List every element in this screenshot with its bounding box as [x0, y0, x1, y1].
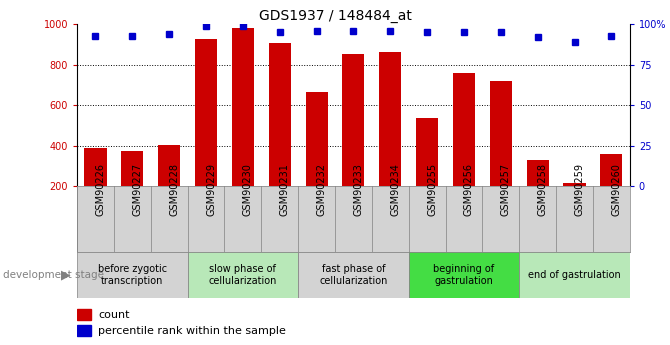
Text: GSM90259: GSM90259: [574, 163, 584, 216]
Bar: [416, 118, 438, 186]
Text: GSM90227: GSM90227: [132, 163, 142, 216]
Text: GSM90258: GSM90258: [538, 163, 547, 216]
Text: end of gastrulation: end of gastrulation: [528, 270, 621, 280]
Bar: [77, 308, 91, 320]
Text: GSM90228: GSM90228: [169, 163, 179, 216]
Text: development stage: development stage: [3, 270, 105, 280]
Bar: [298, 252, 409, 298]
Bar: [519, 252, 630, 298]
Text: GSM90230: GSM90230: [243, 163, 253, 216]
Text: GSM90255: GSM90255: [427, 163, 437, 216]
Text: GSM90260: GSM90260: [611, 163, 621, 216]
Bar: [84, 148, 107, 186]
Bar: [453, 73, 475, 186]
Bar: [269, 43, 291, 186]
Text: GSM90257: GSM90257: [501, 163, 511, 216]
Text: GSM90234: GSM90234: [390, 163, 400, 216]
Bar: [77, 325, 91, 336]
Text: slow phase of
cellularization: slow phase of cellularization: [208, 264, 277, 286]
Bar: [409, 252, 519, 298]
Bar: [527, 160, 549, 186]
Text: GSM90256: GSM90256: [464, 163, 474, 216]
Text: before zygotic
transcription: before zygotic transcription: [98, 264, 167, 286]
Text: ▶: ▶: [61, 269, 70, 282]
Text: beginning of
gastrulation: beginning of gastrulation: [433, 264, 494, 286]
Text: GSM90229: GSM90229: [206, 163, 216, 216]
Bar: [490, 81, 512, 186]
Bar: [121, 151, 143, 186]
Bar: [600, 154, 622, 186]
Bar: [232, 28, 254, 186]
Text: GSM90233: GSM90233: [354, 163, 363, 216]
Bar: [379, 51, 401, 186]
Text: GSM90226: GSM90226: [95, 163, 105, 216]
Text: GDS1937 / 148484_at: GDS1937 / 148484_at: [259, 9, 411, 23]
Bar: [563, 183, 586, 186]
Bar: [306, 92, 328, 186]
Bar: [195, 39, 217, 186]
Text: GSM90232: GSM90232: [317, 163, 326, 216]
Bar: [188, 252, 298, 298]
Text: count: count: [98, 309, 129, 319]
Bar: [158, 145, 180, 186]
Bar: [342, 53, 364, 186]
Text: GSM90231: GSM90231: [280, 163, 289, 216]
Text: percentile rank within the sample: percentile rank within the sample: [98, 326, 286, 336]
Text: fast phase of
cellularization: fast phase of cellularization: [319, 264, 388, 286]
Bar: [77, 252, 188, 298]
